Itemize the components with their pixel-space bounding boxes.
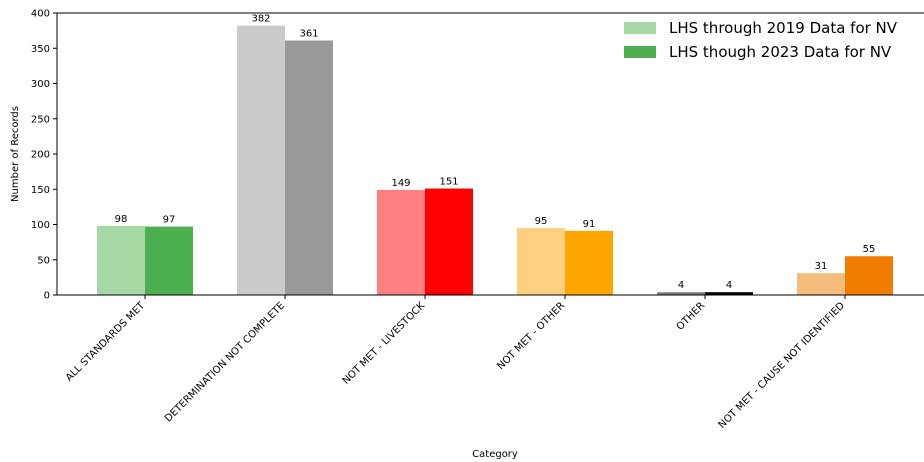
bars-group	[97, 25, 893, 296]
bar-2-2	[285, 40, 333, 296]
bar-2-5	[705, 292, 753, 295]
x-tick-label-1: ALL STANDARDS MET	[64, 300, 148, 384]
x-tick-label-4: NOT MET - OTHER	[495, 300, 567, 372]
legend: LHS through 2019 Data for NV LHS though 2…	[624, 19, 898, 61]
bar-1-1	[97, 225, 145, 295]
bar-1-2	[237, 25, 285, 295]
legend-label-1: LHS through 2019 Data for NV	[669, 19, 898, 37]
bar-1-3	[377, 189, 425, 295]
x-tick-label-2: DETERMINATION NOT COMPLETE	[163, 300, 287, 424]
data-label-1-2: 382	[251, 14, 270, 25]
legend-swatch-1	[624, 22, 656, 34]
data-label-1-3: 149	[391, 178, 410, 189]
y-tick-label-2: 50	[37, 255, 50, 266]
bar-2-3	[425, 188, 473, 295]
bar-1-6	[797, 273, 845, 295]
x-ticks-group: ALL STANDARDS MET DETERMINATION NOT COMPL…	[64, 295, 847, 431]
data-label-2-1: 97	[163, 215, 176, 226]
y-tick-label-9: 400	[31, 9, 50, 20]
data-label-2-4: 91	[583, 219, 596, 230]
x-tick-label-5: OTHER	[675, 300, 707, 332]
data-label-1-6: 31	[815, 261, 828, 272]
data-label-1-4: 95	[535, 216, 548, 227]
x-tick-label-3: NOT MET - LIVESTOCK	[341, 300, 428, 387]
data-label-2-5: 4	[726, 280, 732, 291]
bar-2-4	[565, 230, 613, 295]
x-axis-title: Category	[472, 449, 518, 460]
data-label-2-6: 55	[863, 244, 876, 255]
plot-area: 98 97 382 361 149 151 95 91 4 4 31 55 0 50 100 150 200 2…	[31, 9, 924, 431]
data-label-2-3: 151	[439, 177, 458, 188]
y-tick-label-4: 150	[31, 185, 50, 196]
y-tick-label-7: 300	[31, 79, 50, 90]
bar-1-5	[657, 292, 705, 295]
y-tick-label-8: 350	[31, 44, 50, 55]
y-tick-label-6: 250	[31, 114, 50, 125]
bar-2-6	[845, 256, 893, 295]
data-label-1-5: 4	[678, 280, 684, 291]
y-axis-title: Number of Records	[10, 106, 21, 202]
y-tick-label-5: 200	[31, 150, 50, 161]
y-tick-label-3: 100	[31, 220, 50, 231]
data-label-1-1: 98	[115, 214, 128, 225]
data-label-2-2: 361	[299, 28, 318, 39]
legend-swatch-2	[624, 46, 656, 58]
x-tick-label-6: NOT MET - CAUSE NOT IDENTIFIED	[717, 300, 848, 431]
y-ticks-group: 0 50 100 150 200 250 300 350 400	[31, 9, 57, 302]
bar-1-4	[517, 228, 565, 295]
legend-label-2: LHS though 2023 Data for NV	[669, 43, 892, 61]
y-tick-label-1: 0	[44, 291, 50, 302]
data-labels-group: 98 97 382 361 149 151 95 91 4 4 31 55	[115, 14, 876, 291]
bar-2-1	[145, 226, 193, 295]
